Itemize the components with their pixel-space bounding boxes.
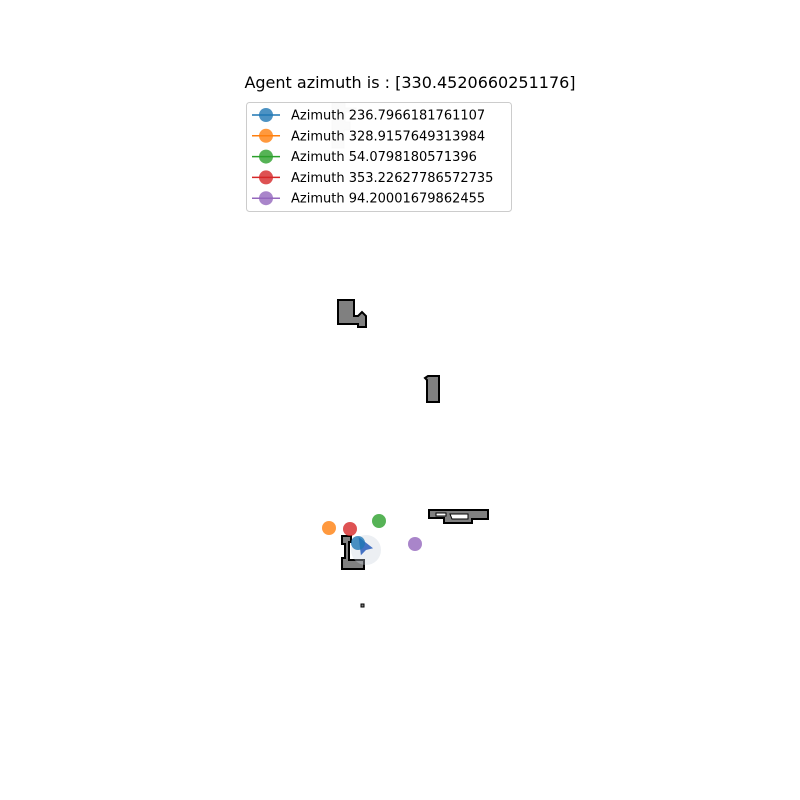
obstacle-pillar xyxy=(423,375,440,403)
obstacle-l-shape xyxy=(337,299,367,328)
legend-marker xyxy=(259,170,273,185)
legend-marker xyxy=(259,191,273,206)
obstacle-column xyxy=(341,535,365,570)
legend-marker xyxy=(259,149,273,164)
legend-label: Azimuth 353.22627786572735 xyxy=(291,171,493,186)
legend-entry-2: Azimuth 328.9157649313984 xyxy=(252,128,485,144)
legend-label: Azimuth 94.20001679862455 xyxy=(291,192,485,207)
legend-label: Azimuth 328.9157649313984 xyxy=(291,129,485,144)
legend-entry-3: Azimuth 54.0798180571396 xyxy=(252,149,477,165)
chart-title: Agent azimuth is : [330.4520660251176] xyxy=(244,73,575,92)
legend-entry-4: Azimuth 353.22627786572735 xyxy=(252,170,493,186)
obstacle-right-ledge-gap xyxy=(435,512,469,520)
azimuth-point-2 xyxy=(322,521,336,535)
legend: Azimuth 236.7966181761107 Azimuth 328.915… xyxy=(246,102,512,212)
azimuth-point-4 xyxy=(343,522,357,536)
legend-label: Azimuth 54.0798180571396 xyxy=(291,150,477,165)
legend-label: Azimuth 236.7966181761107 xyxy=(291,109,485,124)
legend-marker xyxy=(259,128,273,143)
legend-frame xyxy=(246,102,512,212)
azimuth-point-1 xyxy=(351,536,365,550)
legend-entry-1: Azimuth 236.7966181761107 xyxy=(252,108,485,124)
azimuth-point-5 xyxy=(408,537,422,551)
azimuth-point-3 xyxy=(372,514,386,528)
legend-entry-5: Azimuth 94.20001679862455 xyxy=(252,191,485,207)
plot-marks xyxy=(322,514,422,565)
legend-marker xyxy=(259,108,273,122)
obstacle-speck xyxy=(360,603,365,608)
